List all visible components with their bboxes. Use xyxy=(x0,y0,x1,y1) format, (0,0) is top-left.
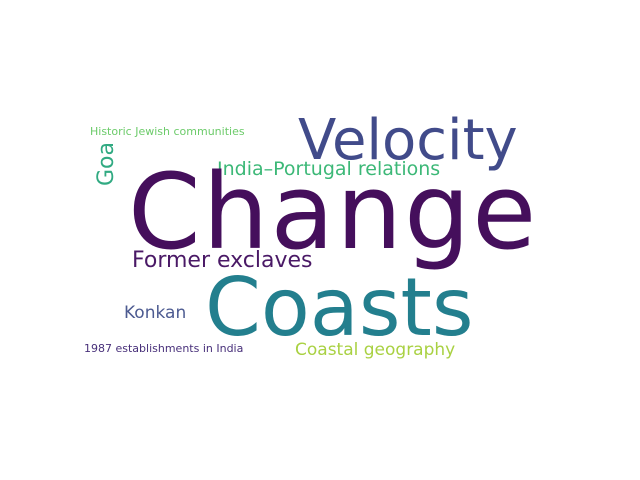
word-konkan: Konkan xyxy=(124,303,187,323)
word-velocity: Velocity xyxy=(298,108,518,173)
word-historic-jewish-communities: Historic Jewish communities xyxy=(90,125,245,138)
word-coasts: Coasts xyxy=(205,261,474,354)
word-goa: Goa xyxy=(94,142,119,186)
word-1987-establishments-in-india: 1987 establishments in India xyxy=(84,342,244,355)
word-change: Change xyxy=(128,151,539,273)
word-former-exclaves: Former exclaves xyxy=(132,248,313,273)
word-india-portugal-relations: India–Portugal relations xyxy=(217,158,441,180)
word-coastal-geography: Coastal geography xyxy=(295,340,456,360)
